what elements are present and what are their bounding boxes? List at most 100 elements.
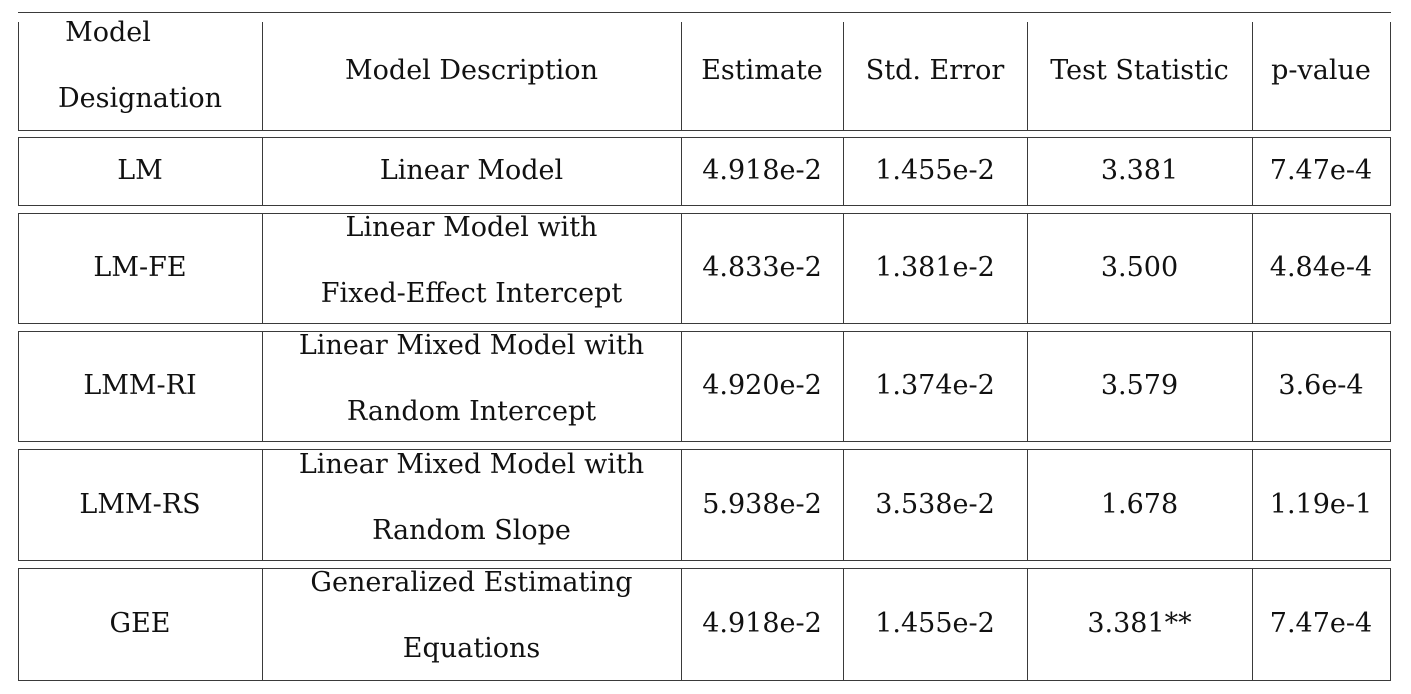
row-gee-p-value: 7.47e-4 <box>1252 568 1390 680</box>
column-rule <box>1390 137 1391 205</box>
row-lmm-ri-description: Linear Mixed Model with Random Intercept <box>262 313 681 445</box>
p-value: 7.47e-4 <box>1269 608 1373 639</box>
test-statistic-value: 3.500 <box>1100 252 1179 283</box>
table-rule <box>18 130 1391 131</box>
table-rule <box>18 568 1391 569</box>
column-rule <box>1252 449 1253 560</box>
designation-text: LM-FE <box>93 252 187 283</box>
row-gee-designation: GEE <box>18 568 262 680</box>
row-gee-description: Generalized Estimating Equations <box>262 550 681 682</box>
header-text: Designation <box>57 83 223 114</box>
header-text: p-value <box>1271 55 1371 86</box>
row-lm-fe-std-error: 1.381e-2 <box>843 213 1027 323</box>
table-rule <box>18 137 1391 138</box>
column-rule <box>1252 331 1253 441</box>
column-rule <box>1027 568 1028 680</box>
row-lmm-ri-test-statistic: 3.579 <box>1027 331 1252 441</box>
row-lmm-rs-p-value: 1.19e-1 <box>1252 449 1390 560</box>
designation-text: LMM-RI <box>83 370 197 401</box>
column-rule <box>681 449 682 560</box>
column-rule <box>1027 331 1028 441</box>
column-rule <box>843 568 844 680</box>
description-text: Random Slope <box>372 515 571 546</box>
estimate-value: 4.833e-2 <box>702 252 822 283</box>
p-value: 3.6e-4 <box>1278 370 1364 401</box>
table-rule <box>18 12 1391 13</box>
row-lm-std-error: 1.455e-2 <box>843 137 1027 205</box>
row-lm-estimate: 4.918e-2 <box>681 137 843 205</box>
test-statistic-value: 3.381** <box>1087 608 1192 639</box>
row-lm-fe-p-value: 4.84e-4 <box>1252 213 1390 323</box>
column-rule <box>1252 22 1253 130</box>
column-rule <box>1252 137 1253 205</box>
header-text: Model <box>65 17 151 48</box>
table-rule <box>18 323 1391 324</box>
test-statistic-value: 3.579 <box>1100 370 1179 401</box>
column-rule <box>681 568 682 680</box>
column-rule <box>681 331 682 441</box>
column-rule <box>681 137 682 205</box>
column-rule <box>18 213 19 323</box>
description-text: Linear Mixed Model with <box>298 330 645 361</box>
column-rule <box>843 213 844 323</box>
std-error-value: 1.374e-2 <box>875 370 995 401</box>
column-rule <box>1390 449 1391 560</box>
description-text: Fixed-Effect Intercept <box>320 278 623 309</box>
estimate-value: 4.918e-2 <box>702 155 822 186</box>
std-error-value: 3.538e-2 <box>875 488 995 520</box>
description-text: Generalized Estimating <box>310 567 633 598</box>
header-text: Std. Error <box>865 55 1005 86</box>
column-rule <box>1252 213 1253 323</box>
column-rule <box>1390 568 1391 680</box>
header-test-statistic: Test Statistic <box>1027 12 1252 130</box>
column-rule <box>1252 568 1253 680</box>
column-rule <box>262 449 263 560</box>
description-text: Random Intercept <box>346 396 597 427</box>
row-lm-fe-estimate: 4.833e-2 <box>681 213 843 323</box>
column-rule <box>262 568 263 680</box>
row-lm-p-value: 7.47e-4 <box>1252 137 1390 205</box>
column-rule <box>1027 213 1028 323</box>
designation-text: LM <box>117 155 163 186</box>
row-lmm-rs-estimate: 5.938e-2 <box>681 449 843 560</box>
column-rule <box>843 22 844 130</box>
row-gee-estimate: 4.918e-2 <box>681 568 843 680</box>
column-rule <box>262 137 263 205</box>
column-rule <box>1027 137 1028 205</box>
table-rule <box>18 680 1391 681</box>
column-rule <box>262 213 263 323</box>
column-rule <box>1390 331 1391 441</box>
table-rule <box>18 213 1391 214</box>
row-lm-description: Linear Model <box>262 137 681 205</box>
header-p-value: p-value <box>1252 12 1390 130</box>
designation-text: GEE <box>109 608 171 639</box>
column-rule <box>681 22 682 130</box>
p-value: 7.47e-4 <box>1269 155 1373 186</box>
row-lm-fe-description: Linear Model with Fixed-Effect Intercept <box>262 195 681 327</box>
table-rule <box>18 205 1391 206</box>
description-text: Linear Model <box>379 155 564 186</box>
column-rule <box>18 568 19 680</box>
column-rule <box>1390 22 1391 130</box>
row-lmm-ri-std-error: 1.374e-2 <box>843 331 1027 441</box>
row-lmm-rs-test-statistic: 1.678 <box>1027 449 1252 560</box>
row-lmm-rs-description: Linear Mixed Model with Random Slope <box>262 432 681 564</box>
header-text: Test Statistic <box>1050 55 1229 86</box>
row-lm-fe-test-statistic: 3.500 <box>1027 213 1252 323</box>
p-value: 4.84e-4 <box>1269 252 1373 283</box>
column-rule <box>1390 213 1391 323</box>
row-lmm-rs-designation: LMM-RS <box>18 449 262 560</box>
row-lm-test-statistic: 3.381 <box>1027 137 1252 205</box>
header-text: Model Description <box>345 55 598 86</box>
column-rule <box>1027 449 1028 560</box>
column-rule <box>681 213 682 323</box>
p-value: 1.19e-1 <box>1269 488 1373 520</box>
row-lmm-ri-designation: LMM-RI <box>18 331 262 441</box>
column-rule <box>1027 22 1028 130</box>
std-error-value: 1.381e-2 <box>875 252 995 283</box>
row-lmm-ri-p-value: 3.6e-4 <box>1252 331 1390 441</box>
header-std-error: Std. Error <box>843 12 1027 130</box>
header-model-description: Model Description <box>262 12 681 130</box>
column-rule <box>18 137 19 205</box>
